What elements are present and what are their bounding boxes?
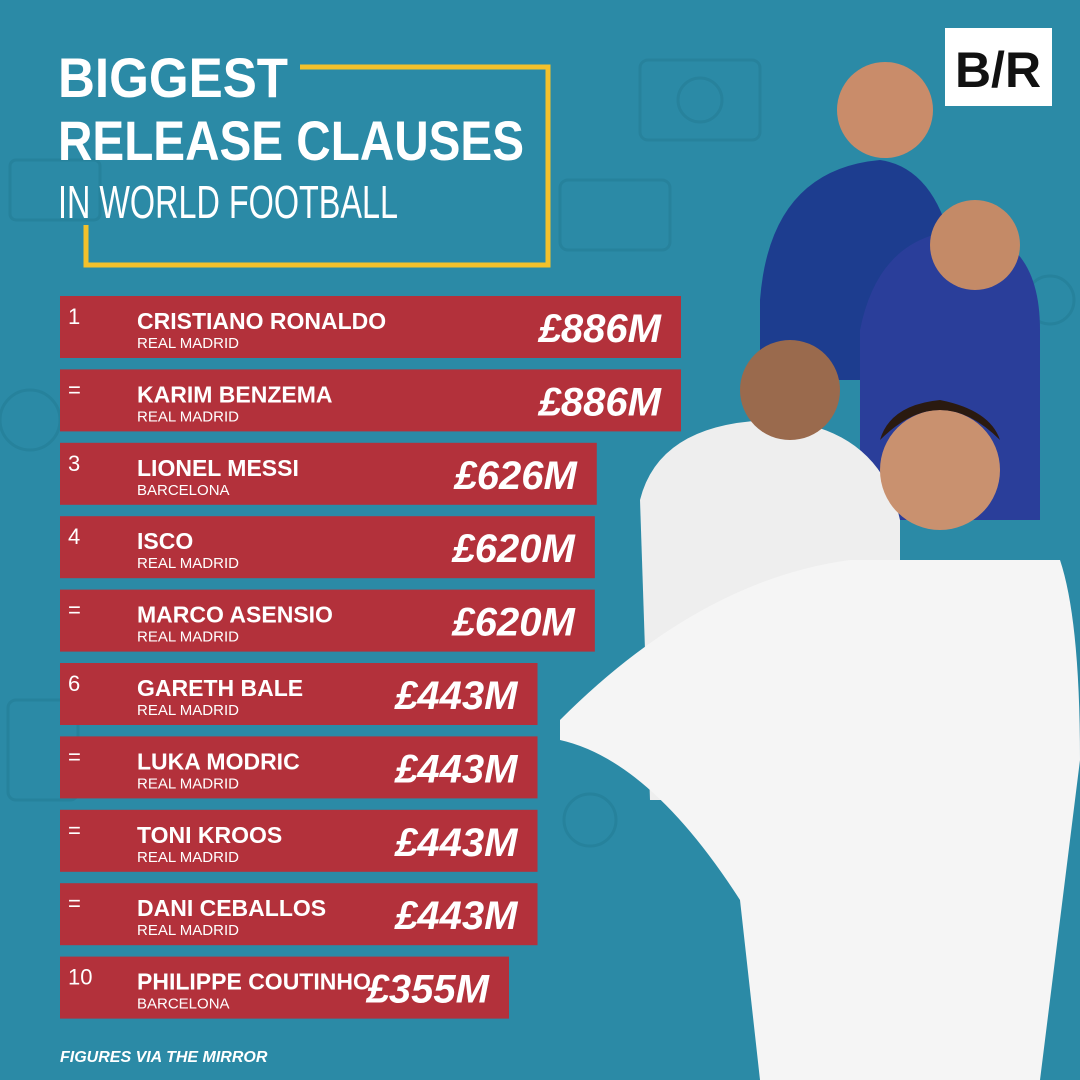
player-name: CRISTIANO RONALDO bbox=[137, 308, 386, 334]
club-name: REAL MADRID bbox=[137, 922, 239, 939]
rank: 10 bbox=[68, 965, 92, 990]
value-label: £620M bbox=[452, 601, 577, 645]
club-name: BARCELONA bbox=[137, 482, 230, 499]
value-label: £626M bbox=[453, 454, 578, 498]
rank: 1 bbox=[68, 304, 80, 329]
rank: 6 bbox=[68, 671, 80, 696]
subtitle: IN WORLD FOOTBALL bbox=[58, 176, 398, 228]
logo-box bbox=[945, 28, 1052, 106]
player-name: TONI KROOS bbox=[137, 822, 282, 848]
rank: = bbox=[68, 891, 81, 916]
value-label: £886M bbox=[538, 380, 663, 424]
rank: = bbox=[68, 377, 81, 402]
title-line: RELEASE CLAUSES bbox=[58, 109, 524, 172]
bar bbox=[60, 736, 538, 799]
value-label: £355M bbox=[366, 968, 491, 1012]
club-name: BARCELONA bbox=[137, 996, 230, 1013]
source-note: FIGURES VIA THE MIRROR bbox=[60, 1049, 268, 1066]
bar bbox=[60, 589, 595, 652]
club-name: REAL MADRID bbox=[137, 408, 239, 425]
player-name: LUKA MODRIC bbox=[137, 748, 300, 774]
rank: = bbox=[68, 598, 81, 623]
rank: 4 bbox=[68, 524, 80, 549]
player-name: PHILIPPE COUTINHO bbox=[137, 969, 371, 995]
club-name: REAL MADRID bbox=[137, 555, 239, 572]
player-name: LIONEL MESSI bbox=[137, 455, 299, 481]
value-label: £886M bbox=[538, 307, 663, 351]
club-name: REAL MADRID bbox=[137, 335, 239, 352]
player-name: DANI CEBALLOS bbox=[137, 895, 326, 921]
value-label: £443M bbox=[394, 821, 519, 865]
bar bbox=[60, 956, 509, 1019]
club-name: REAL MADRID bbox=[137, 629, 239, 646]
club-name: REAL MADRID bbox=[137, 702, 239, 719]
value-label: £443M bbox=[394, 894, 519, 938]
value-label: £443M bbox=[394, 674, 519, 718]
bar bbox=[60, 663, 538, 725]
club-name: REAL MADRID bbox=[137, 849, 239, 866]
logo: B/R bbox=[955, 42, 1041, 98]
player-name: ISCO bbox=[137, 528, 193, 554]
rank: 3 bbox=[68, 451, 80, 476]
rank: = bbox=[68, 818, 81, 843]
bar bbox=[60, 369, 681, 432]
player-name: KARIM BENZEMA bbox=[137, 381, 333, 407]
bar bbox=[60, 442, 597, 505]
bar bbox=[60, 883, 538, 946]
bar bbox=[60, 809, 538, 872]
bar bbox=[60, 296, 681, 358]
player-name: GARETH BALE bbox=[137, 675, 303, 701]
title-line: BIGGEST bbox=[58, 46, 288, 109]
player-photos bbox=[560, 62, 1080, 1080]
player-name: MARCO ASENSIO bbox=[137, 602, 333, 628]
rank: = bbox=[68, 744, 81, 769]
bar bbox=[60, 516, 595, 579]
club-name: REAL MADRID bbox=[137, 775, 239, 792]
value-label: £443M bbox=[394, 747, 519, 791]
title-frame bbox=[83, 64, 551, 268]
value-label: £620M bbox=[452, 527, 577, 571]
